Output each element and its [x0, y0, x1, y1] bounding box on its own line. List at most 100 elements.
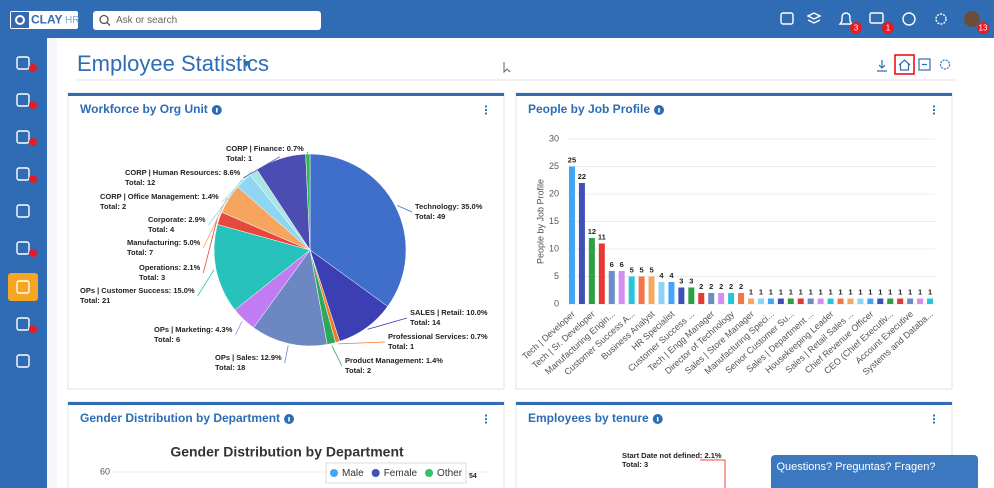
- panel: [515, 92, 953, 390]
- bar: [618, 271, 625, 304]
- sidebar-icon[interactable]: [16, 93, 30, 107]
- value-label: 1: [838, 287, 842, 296]
- bar: [748, 298, 754, 304]
- layers-icon[interactable]: [806, 12, 822, 24]
- value-label: 1: [858, 287, 862, 296]
- pie-label: CORP | Office Management: 1.4%: [100, 192, 219, 201]
- bar: [817, 298, 824, 304]
- sidebar-icon[interactable]: [16, 354, 30, 368]
- sidebar-icon[interactable]: [16, 241, 30, 255]
- value-label: 3: [679, 276, 683, 285]
- badge-count: 13: [979, 24, 988, 33]
- avatar[interactable]: [964, 11, 980, 27]
- menu-dot[interactable]: [932, 421, 936, 424]
- sidebar-icon[interactable]: [16, 317, 30, 331]
- bar: [578, 183, 585, 304]
- legend-swatch[interactable]: [371, 469, 380, 477]
- bar: [638, 276, 645, 304]
- notification-dot: [29, 175, 37, 183]
- bar: [797, 298, 804, 304]
- search-box: [93, 11, 321, 30]
- menu-dot[interactable]: [932, 112, 936, 115]
- legend-swatch[interactable]: [425, 469, 434, 477]
- badge: [977, 22, 989, 34]
- bar: [887, 298, 894, 304]
- tenure-labels: Start Date not defined: 2.1% Total: 3: [622, 451, 726, 488]
- search[interactable]: Ask or search: [93, 11, 321, 30]
- panel-title: Gender Distribution by Department: [80, 411, 280, 425]
- menu-dot[interactable]: [484, 105, 488, 108]
- title-dropdown[interactable]: [243, 61, 250, 67]
- page-settings-icon[interactable]: [939, 59, 951, 70]
- menu-dot[interactable]: [484, 417, 488, 421]
- logo-mark: [11, 12, 29, 28]
- download-icon[interactable]: [877, 60, 887, 72]
- value-label: 6: [610, 260, 614, 269]
- panel-accent: [68, 402, 504, 405]
- help-icon[interactable]: [902, 12, 916, 26]
- search-icon: [99, 14, 109, 25]
- menu-dot[interactable]: [484, 108, 488, 112]
- legend-swatch[interactable]: [330, 469, 338, 477]
- bar: [857, 298, 864, 304]
- menu-dot[interactable]: [484, 414, 488, 417]
- y-tick-label: 60: [100, 466, 110, 476]
- bell-icon[interactable]: [838, 12, 854, 25]
- leader-line: [700, 459, 726, 488]
- bar: [628, 276, 635, 304]
- home-icon[interactable]: [898, 59, 911, 71]
- pie-total-label: Total: 18: [215, 363, 245, 372]
- sidebar-icon[interactable]: [16, 56, 30, 70]
- legend-label[interactable]: Female: [384, 468, 418, 479]
- menu-dot[interactable]: [932, 414, 936, 417]
- bar: [907, 298, 914, 304]
- bar: [728, 293, 735, 304]
- badge-count: 3: [854, 24, 859, 33]
- chat-button[interactable]: Questions? Preguntas? Fragen?: [771, 455, 978, 488]
- legend-label[interactable]: Other: [437, 468, 463, 479]
- bar: [688, 287, 695, 304]
- bar: [698, 293, 705, 304]
- bar: [678, 287, 685, 304]
- bar: [867, 298, 874, 304]
- value-label: 1: [908, 287, 912, 296]
- bar: [738, 293, 745, 304]
- pie-label: OPs | Marketing: 4.3%: [154, 325, 233, 334]
- panel-title: Workforce by Org Unit: [80, 102, 208, 116]
- inbox-icon[interactable]: [780, 12, 794, 25]
- logo[interactable]: CLAY HR: [10, 11, 79, 29]
- sidebar-icon[interactable]: [16, 204, 30, 218]
- value-label: 1: [918, 287, 922, 296]
- data-annotation: 54: [469, 473, 477, 480]
- pie-label: Professional Services: 0.7%: [388, 332, 488, 341]
- pie-total-label: Total: 7: [127, 248, 153, 257]
- sidebar-icon[interactable]: [16, 130, 30, 144]
- value-label: 5: [649, 265, 653, 274]
- settings-icon[interactable]: [935, 13, 947, 25]
- bar: [917, 298, 924, 304]
- leader-line: [306, 151, 309, 155]
- sidebar-icon[interactable]: [16, 167, 30, 181]
- bar: [708, 293, 715, 304]
- panel-accent: [516, 402, 952, 405]
- pie-slice: [305, 153, 311, 251]
- mail-icon[interactable]: [869, 12, 884, 24]
- pie-label: CORP | Finance: 0.7%: [226, 144, 304, 153]
- value-label: 2: [739, 282, 743, 291]
- page-title: Employee Statistics: [77, 51, 269, 76]
- pie-total-label: Total: 12: [125, 178, 155, 187]
- menu-dot[interactable]: [932, 417, 936, 421]
- sidebar-icon[interactable]: [16, 280, 30, 294]
- bar: [847, 298, 854, 304]
- bar: [927, 298, 934, 304]
- menu-dot[interactable]: [484, 112, 488, 115]
- menu-dot[interactable]: [484, 421, 488, 424]
- bar: [807, 298, 814, 304]
- collapse-icon[interactable]: [918, 58, 931, 71]
- legend-label[interactable]: Male: [342, 468, 364, 479]
- pie-label: OPs | Sales: 12.9%: [215, 353, 282, 362]
- menu-dot[interactable]: [932, 105, 936, 108]
- menu-dot[interactable]: [932, 108, 936, 112]
- pie-label: Manufacturing: 5.0%: [127, 238, 201, 247]
- value-label: 1: [779, 287, 783, 296]
